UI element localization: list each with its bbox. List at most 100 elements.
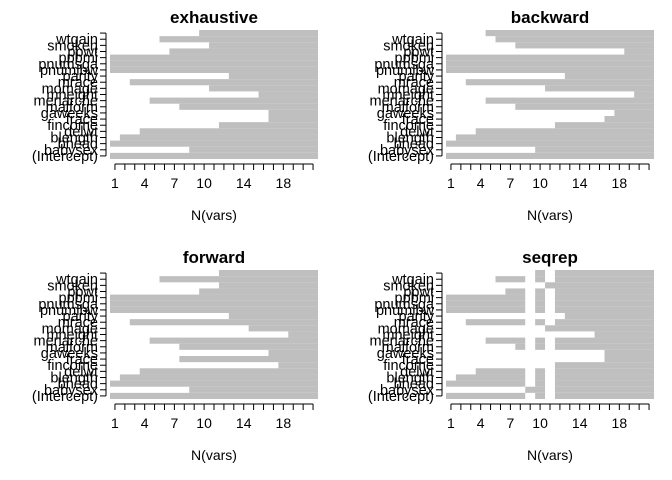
- y-tick-label: smoken: [383, 278, 434, 294]
- bar-row-16-seg-1: [535, 294, 546, 301]
- x-tick-label: 10: [532, 175, 548, 191]
- x-tick-label: 14: [572, 415, 588, 431]
- bar-row-7: [604, 349, 654, 356]
- x-tick-label: 7: [170, 415, 178, 431]
- bar-row-16-seg-0: [446, 294, 526, 301]
- y-tick-label: ppwt: [67, 285, 98, 301]
- y-tick-label: delwt: [64, 364, 98, 380]
- bar-row-14-seg-1: [535, 306, 546, 313]
- bar-row-13: [228, 73, 318, 80]
- bar-row-10: [288, 331, 318, 338]
- y-tick-label: parity: [63, 309, 99, 325]
- bar-row-20: [218, 270, 318, 277]
- bar-row-20: [485, 30, 654, 37]
- y-tick-label: fincome: [383, 358, 434, 374]
- x-tick-label: 1: [111, 175, 119, 191]
- y-tick-label: mheight: [46, 88, 98, 104]
- x-tick-label: 7: [506, 175, 514, 191]
- bar-row-12-seg-0: [465, 319, 526, 326]
- bar-row-13: [564, 313, 654, 320]
- bar-row-12: [465, 79, 654, 86]
- x-tick-label: 10: [532, 415, 548, 431]
- panel-title: seqrep: [522, 248, 578, 267]
- bar-row-20-seg-1: [554, 270, 654, 277]
- y-tick-label: smoken: [383, 38, 434, 54]
- bar-row-12: [129, 79, 318, 86]
- y-tick-label: delwt: [400, 124, 434, 140]
- bar-row-5: [554, 122, 654, 129]
- bar-row-14: [446, 66, 654, 73]
- bar-row-6: [268, 116, 318, 123]
- panel-title: backward: [511, 8, 589, 27]
- bar-row-10: [594, 331, 654, 338]
- y-tick-label: smoken: [47, 278, 98, 294]
- y-tick-label: babysex: [44, 143, 99, 159]
- y-tick-label: menarche: [370, 94, 434, 110]
- bar-row-3: [119, 134, 319, 141]
- bar-row-9-seg-1: [535, 337, 546, 344]
- y-tick-label: (Intercept): [368, 389, 434, 405]
- bar-row-15-seg-2: [554, 300, 654, 307]
- y-tick-label: (Intercept): [32, 149, 98, 165]
- y-tick-label: babysex: [380, 383, 435, 399]
- y-tick-label: pnumsga: [38, 57, 99, 73]
- y-tick-label: frace: [402, 352, 434, 368]
- y-tick-label: momage: [378, 321, 434, 337]
- y-tick-label: mheight: [46, 328, 98, 344]
- y-tick-label: ppwt: [67, 45, 98, 61]
- bar-row-8: [179, 103, 318, 110]
- bar-row-0-seg-2: [554, 392, 654, 399]
- y-tick-label: menarche: [34, 94, 98, 110]
- bar-row-4-seg-1: [535, 368, 546, 375]
- bar-row-3-seg-0: [455, 374, 526, 381]
- y-tick-label: mrace: [58, 315, 98, 331]
- bar-row-7: [268, 349, 318, 356]
- x-axis-title: N(vars): [191, 447, 237, 463]
- y-tick-label: pnumlbw: [376, 303, 435, 319]
- y-tick-label: blength: [386, 131, 434, 147]
- bar-row-3-seg-2: [554, 374, 654, 381]
- y-tick-label: frace: [66, 352, 98, 368]
- y-tick-label: pnumsga: [374, 57, 435, 73]
- y-tick-label: (Intercept): [368, 149, 434, 165]
- x-tick-label: 7: [170, 175, 178, 191]
- y-tick-label: ppbmi: [59, 51, 99, 67]
- y-tick-label: malform: [46, 340, 98, 356]
- bar-row-0: [110, 152, 318, 159]
- bar-row-5: [278, 362, 318, 369]
- bar-row-8: [179, 343, 318, 350]
- bar-row-2: [110, 140, 318, 147]
- y-tick-label: bhead: [58, 377, 98, 393]
- bar-row-1: [189, 386, 318, 393]
- y-tick-label: momage: [42, 81, 98, 97]
- bar-row-12: [129, 319, 318, 326]
- y-tick-label: fincome: [47, 118, 98, 134]
- bar-row-4-seg-2: [554, 368, 654, 375]
- x-axis-title: N(vars): [527, 447, 573, 463]
- bar-row-17: [199, 288, 318, 295]
- bar-row-11: [248, 325, 318, 332]
- y-tick-label: ppbmi: [395, 51, 435, 67]
- y-tick-label: bhead: [58, 137, 98, 153]
- bar-row-15: [110, 300, 318, 307]
- y-tick-label: mheight: [382, 328, 434, 344]
- x-tick-label: 4: [477, 415, 485, 431]
- bar-row-6: [604, 116, 654, 123]
- y-tick-label: babysex: [44, 383, 99, 399]
- bar-row-7: [614, 109, 654, 116]
- x-tick-label: 14: [236, 175, 252, 191]
- x-tick-label: 4: [141, 175, 149, 191]
- bar-row-4: [139, 128, 318, 135]
- y-tick-label: pnumsga: [374, 297, 435, 313]
- bar-row-1: [189, 146, 318, 153]
- y-tick-label: malform: [46, 100, 98, 116]
- bar-row-4: [139, 368, 318, 375]
- bar-row-10: [258, 91, 318, 98]
- y-tick-label: mrace: [394, 315, 434, 331]
- bar-row-8-seg-1: [535, 343, 546, 350]
- y-tick-label: frace: [402, 112, 434, 128]
- bar-row-16-seg-2: [554, 294, 654, 301]
- y-tick-label: menarche: [34, 334, 98, 350]
- bar-row-15: [110, 60, 318, 67]
- y-tick-label: gaweeks: [41, 346, 98, 362]
